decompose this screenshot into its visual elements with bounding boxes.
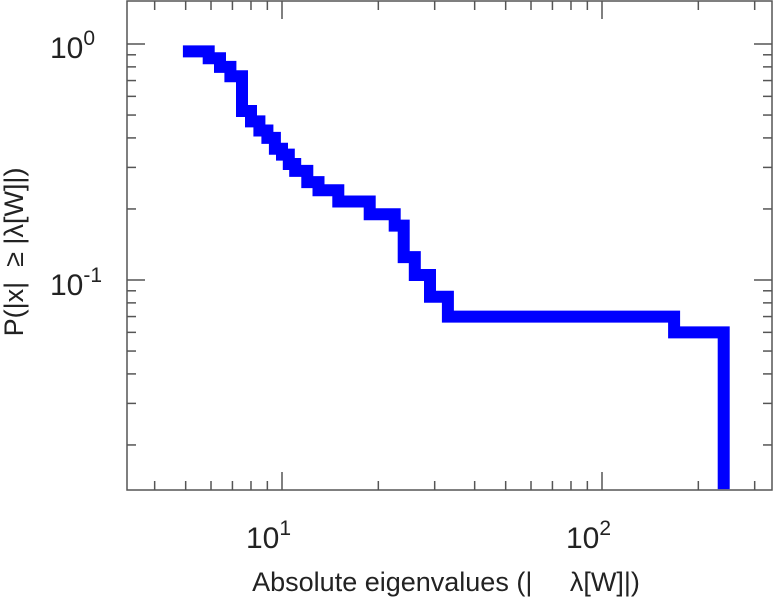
y-axis-label: P(|x| ≥ |λ[W]|) xyxy=(0,168,29,337)
minor-ticks xyxy=(127,1,772,490)
plot-frame xyxy=(126,0,773,491)
major-ticks xyxy=(127,1,772,490)
x-tick-label-10: 101 xyxy=(246,517,291,555)
y-tick-label-1: 100 xyxy=(50,27,95,65)
series-layer xyxy=(182,45,730,490)
series-line-0 xyxy=(182,45,730,490)
x-axis-label: Absolute eigenvalues (| λ[W]|) xyxy=(252,567,640,597)
y-tick-label-0p1: 10-1 xyxy=(50,264,102,302)
x-tick-label-100: 102 xyxy=(566,517,611,555)
